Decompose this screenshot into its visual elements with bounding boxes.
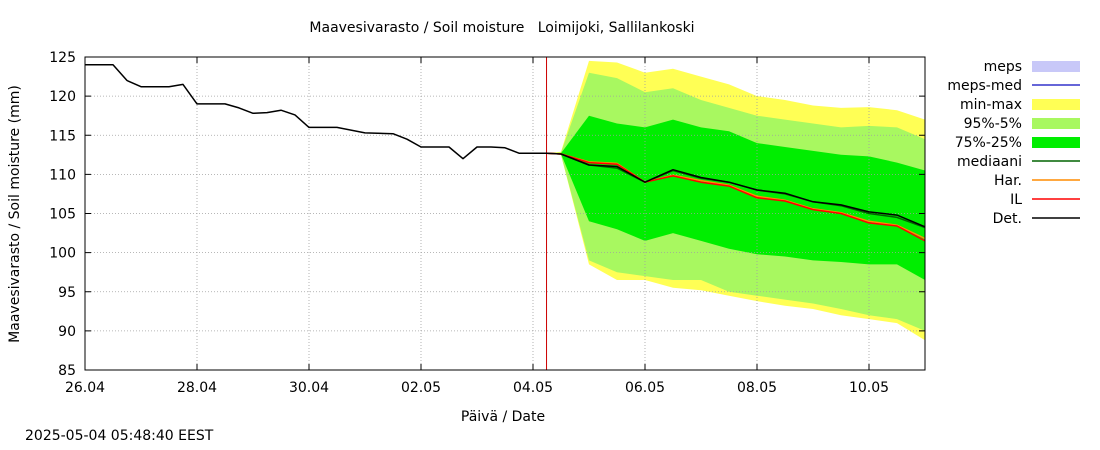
y-tick-label: 110 xyxy=(49,167,76,183)
series-lines xyxy=(85,64,926,242)
plot-grid xyxy=(85,57,925,370)
x-tick-label: 26.04 xyxy=(65,380,105,396)
legend-label-il: IL xyxy=(1010,192,1022,208)
legend-swatch-p95_5 xyxy=(1032,118,1080,129)
y-tick-label: 100 xyxy=(49,246,76,262)
x-tick-label: 30.04 xyxy=(289,380,329,396)
x-tick-label: 10.05 xyxy=(849,380,889,396)
x-tick-label: 02.05 xyxy=(401,380,441,396)
x-tick-label: 28.04 xyxy=(177,380,217,396)
axis-ticks: 85 90 95 100 105 110 115 120 125 26.04 28.04 30.04 0… xyxy=(49,50,925,396)
x-tick-label: 08.05 xyxy=(737,380,777,396)
y-tick-label: 120 xyxy=(49,89,76,105)
y-tick-label: 95 xyxy=(58,285,76,301)
y-tick-label: 115 xyxy=(49,128,76,144)
legend-label-meps: meps xyxy=(984,59,1022,75)
x-tick-label: 04.05 xyxy=(513,380,553,396)
legend-label-meps_med: meps-med xyxy=(947,78,1022,94)
legend-swatch-p75_25 xyxy=(1032,137,1080,148)
y-axis-label: Maavesivarasto / Soil moisture (mm) xyxy=(7,85,23,343)
legend-label-har: Har. xyxy=(994,173,1022,189)
chart-title: Maavesivarasto / Soil moisture Loimijoki… xyxy=(309,20,694,36)
series-det xyxy=(546,152,926,228)
y-tick-label: 90 xyxy=(58,324,76,340)
legend-swatch-meps xyxy=(1032,61,1080,72)
legend-label-p75_25: 75%-25% xyxy=(955,135,1022,151)
band-75-25 xyxy=(547,115,925,280)
y-tick-label: 105 xyxy=(49,207,76,223)
legend-label-det: Det. xyxy=(993,211,1022,227)
x-tick-label: 06.05 xyxy=(625,380,665,396)
legend: meps meps-med min-max 95%-5% 75%-25% mediaani… xyxy=(947,59,1080,227)
forecast-bands xyxy=(547,60,925,341)
series-il xyxy=(546,152,926,242)
legend-swatch-minmax xyxy=(1032,99,1080,110)
x-axis-label: Päivä / Date xyxy=(461,409,545,425)
legend-label-p95_5: 95%-5% xyxy=(964,116,1022,132)
generated-timestamp: 2025-05-04 05:48:40 EEST xyxy=(25,428,214,444)
y-tick-label: 85 xyxy=(58,363,76,379)
legend-label-minmax: min-max xyxy=(960,97,1022,113)
y-tick-label: 125 xyxy=(49,50,76,66)
series-observed xyxy=(85,64,547,160)
legend-label-median: mediaani xyxy=(957,154,1022,170)
